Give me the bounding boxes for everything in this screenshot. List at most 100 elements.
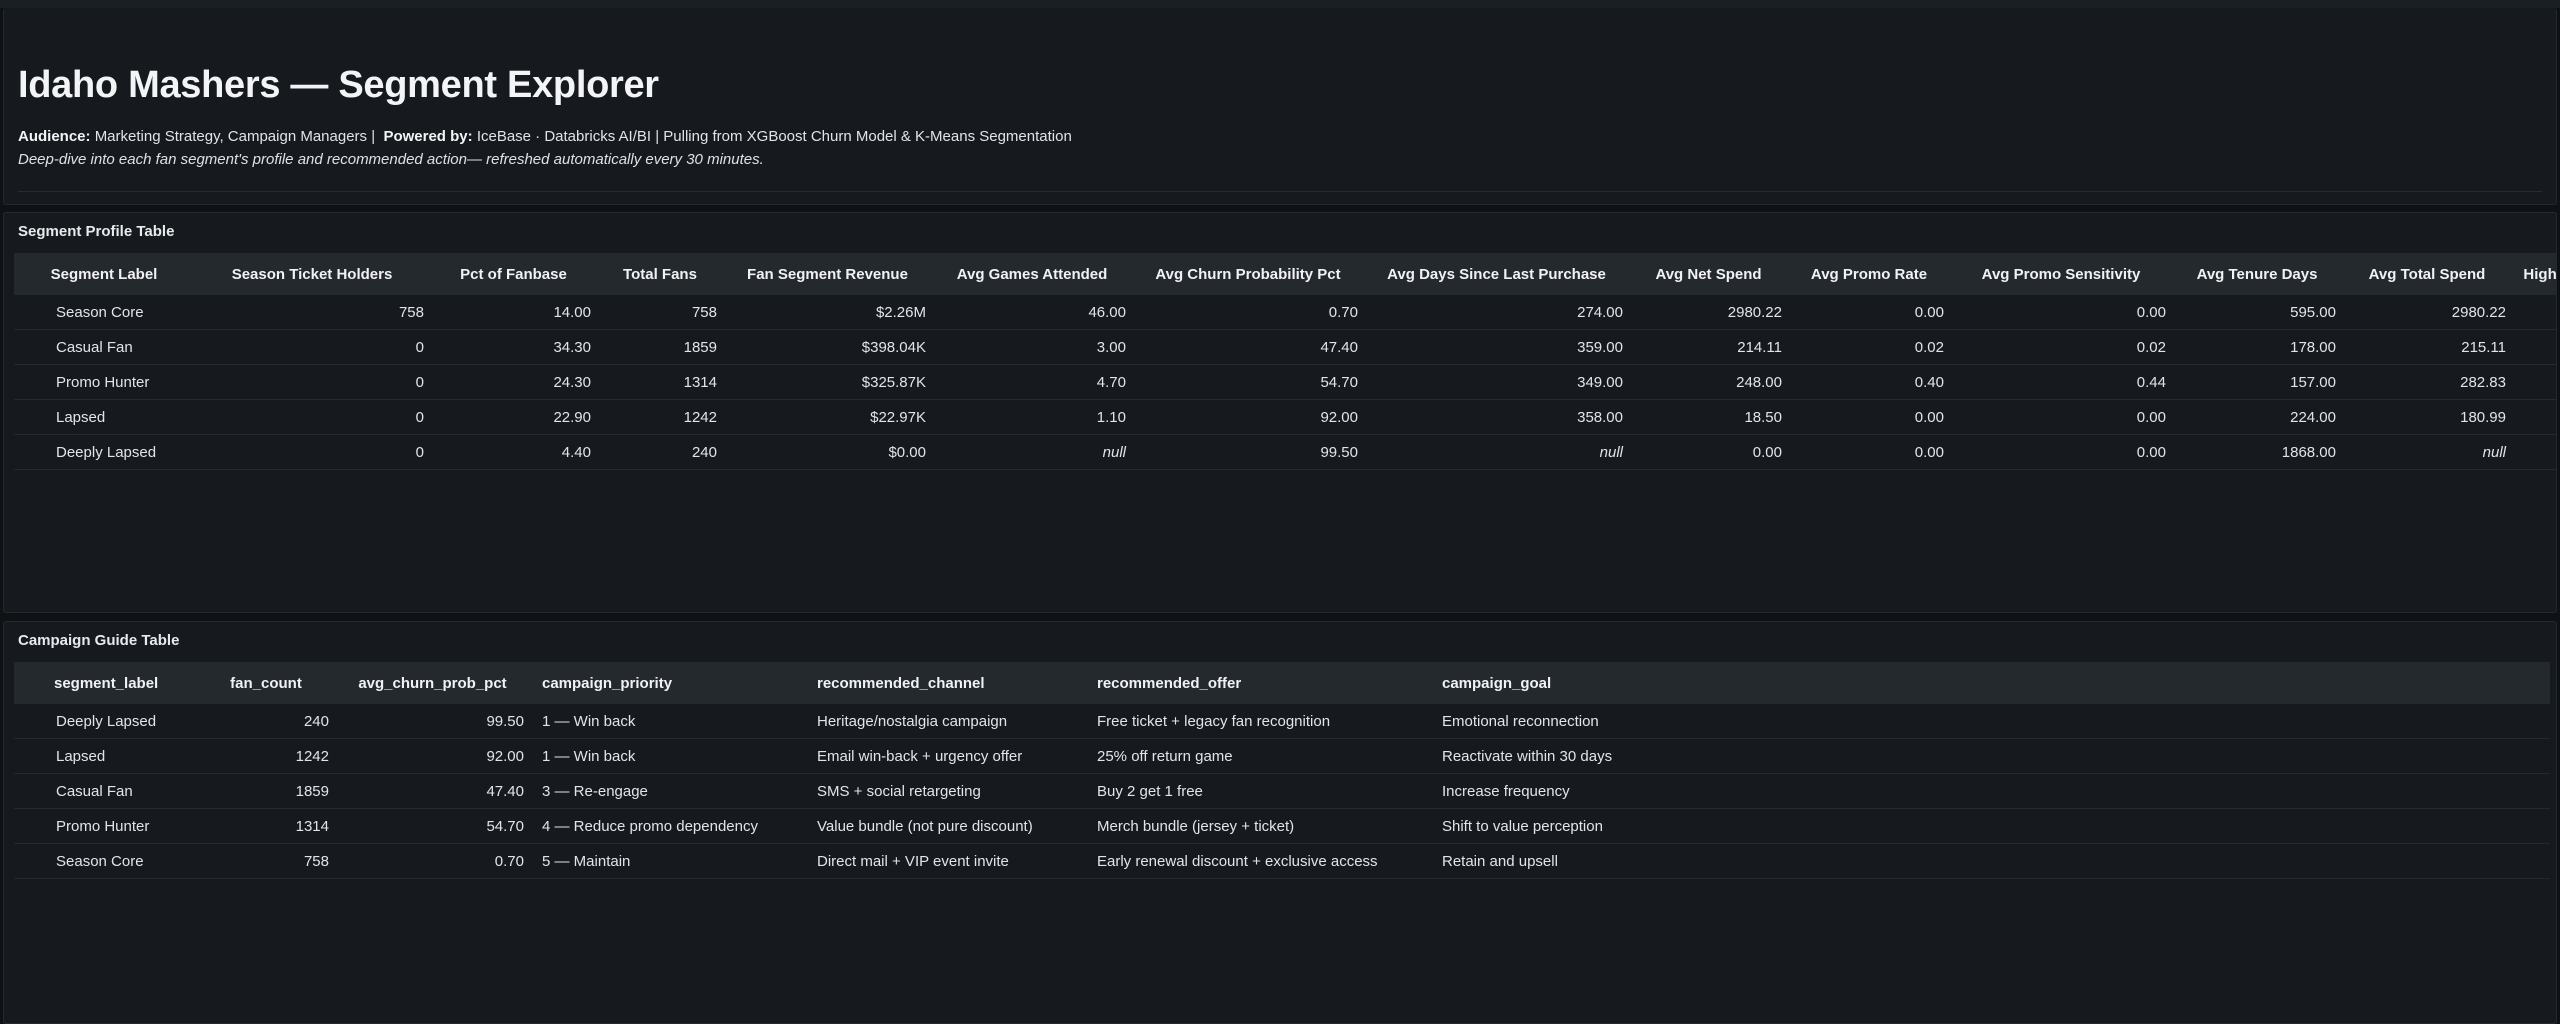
column-header-recommended-offer[interactable]: recommended_offer xyxy=(1085,662,1430,704)
column-header-season-ticket-holders[interactable]: Season Ticket Holders xyxy=(194,253,430,295)
column-header-avg-tenure-days[interactable]: Avg Tenure Days xyxy=(2172,253,2342,295)
table-cell: 248.00 xyxy=(1629,364,1788,400)
table-cell: null xyxy=(932,434,1132,470)
column-header-campaign-goal[interactable]: campaign_goal xyxy=(1430,662,2550,704)
column-header-high-risk[interactable]: High Risk xyxy=(2512,253,2556,295)
table-cell xyxy=(2512,434,2556,470)
table-cell: 1859 xyxy=(197,773,335,809)
table-row: Lapsed 1242 92.00 1 — Win back Email win-bac… xyxy=(14,738,2550,774)
column-header-avg-total-spend[interactable]: Avg Total Spend xyxy=(2342,253,2512,295)
column-header-avg-churn-probability-pct[interactable]: Avg Churn Probability Pct xyxy=(1132,253,1364,295)
column-header-total-fans[interactable]: Total Fans xyxy=(597,253,723,295)
table-cell: 2980.22 xyxy=(1629,295,1788,330)
table-cell: 99.50 xyxy=(335,704,530,739)
table-cell: 1.10 xyxy=(932,399,1132,435)
powered-by-value: IceBase · Databricks AI/BI | Pulling fro… xyxy=(476,128,1072,145)
table-cell: 46.00 xyxy=(932,295,1132,330)
table-cell: 0.70 xyxy=(1132,295,1364,330)
table-cell: 0.02 xyxy=(1788,329,1950,365)
table-cell: 0.00 xyxy=(1950,399,2172,435)
table-cell: $325.87K xyxy=(723,364,932,400)
table-cell: 240 xyxy=(197,704,335,739)
segment-profile-table: Segment Label Season Ticket Holders Pct of… xyxy=(14,253,2556,470)
table-cell: 178.00 xyxy=(2172,329,2342,365)
table-cell: 14.00 xyxy=(430,295,597,330)
page-title: Idaho Mashers — Segment Explorer xyxy=(18,64,659,106)
column-header-avg-net-spend[interactable]: Avg Net Spend xyxy=(1629,253,1788,295)
table-cell: 1 — Win back xyxy=(530,704,805,739)
table-cell: Emotional reconnection xyxy=(1430,704,2550,739)
segment-profile-title: Segment Profile Table xyxy=(18,223,175,240)
table-cell: 22.90 xyxy=(430,399,597,435)
column-header-pct-of-fanbase[interactable]: Pct of Fanbase xyxy=(430,253,597,295)
segment-label-cell: Lapsed xyxy=(14,399,194,435)
table-cell: 359.00 xyxy=(1364,329,1629,365)
table-cell: null xyxy=(1364,434,1629,470)
table-cell: 34.30 xyxy=(430,329,597,365)
table-cell xyxy=(2512,295,2556,330)
table-cell: 1 — Win back xyxy=(530,738,805,774)
table-cell: 0.00 xyxy=(1788,434,1950,470)
audience-value: Marketing Strategy, Campaign Managers | xyxy=(94,128,376,145)
powered-by-label: Powered by: xyxy=(383,128,473,145)
table-cell: 1242 xyxy=(197,738,335,774)
dashboard-header: Idaho Mashers — Segment Explorer Audienc… xyxy=(3,8,2557,205)
table-cell: 4 — Reduce promo dependency xyxy=(530,808,805,844)
segment-label-cell: Season Core xyxy=(14,843,197,879)
table-cell: $398.04K xyxy=(723,329,932,365)
table-row: Lapsed 0 22.90 1242 $22.97K 1.10 92.00 358.00 18… xyxy=(14,399,2556,435)
table-row: Season Core 758 14.00 758 $2.26M 46.00 0.70 274… xyxy=(14,295,2556,330)
table-cell: 0.00 xyxy=(1788,295,1950,330)
column-header-avg-promo-rate[interactable]: Avg Promo Rate xyxy=(1788,253,1950,295)
table-cell: 0 xyxy=(194,434,430,470)
table-cell: 0 xyxy=(194,329,430,365)
column-header-campaign-priority[interactable]: campaign_priority xyxy=(530,662,805,704)
table-cell: Heritage/nostalgia campaign xyxy=(805,704,1085,739)
table-cell: 157.00 xyxy=(2172,364,2342,400)
column-header-segment-label[interactable]: segment_label xyxy=(14,662,197,704)
table-cell: 0.00 xyxy=(1788,399,1950,435)
table-cell: Buy 2 get 1 free xyxy=(1085,773,1430,809)
table-cell: 358.00 xyxy=(1364,399,1629,435)
column-header-fan-count[interactable]: fan_count xyxy=(197,662,335,704)
dashboard-description: Deep-dive into each fan segment's profil… xyxy=(18,151,764,168)
column-header-avg-churn-prob-pct[interactable]: avg_churn_prob_pct xyxy=(335,662,530,704)
column-header-segment-label[interactable]: Segment Label xyxy=(14,253,194,295)
table-row: Promo Hunter 0 24.30 1314 $325.87K 4.70 54.70 3… xyxy=(14,364,2556,400)
segment-label-cell: Casual Fan xyxy=(14,329,194,365)
table-cell: $0.00 xyxy=(723,434,932,470)
audience-label: Audience: xyxy=(18,128,91,145)
column-header-recommended-channel[interactable]: recommended_channel xyxy=(805,662,1085,704)
segment-label-cell: Promo Hunter xyxy=(14,364,194,400)
table-cell: 0.02 xyxy=(1950,329,2172,365)
header-divider xyxy=(18,191,2542,192)
column-header-avg-days-since-last-purchase[interactable]: Avg Days Since Last Purchase xyxy=(1364,253,1629,295)
table-cell: 1314 xyxy=(597,364,723,400)
table-cell: 0.00 xyxy=(1950,434,2172,470)
table-cell: 3.00 xyxy=(932,329,1132,365)
table-cell: SMS + social retargeting xyxy=(805,773,1085,809)
table-cell: 1868.00 xyxy=(2172,434,2342,470)
table-cell: 2980.22 xyxy=(2342,295,2512,330)
table-cell: 758 xyxy=(597,295,723,330)
table-cell: 0.00 xyxy=(1629,434,1788,470)
top-strip xyxy=(0,0,2560,8)
table-row: Promo Hunter 1314 54.70 4 — Reduce promo de… xyxy=(14,808,2550,844)
table-cell: Email win-back + urgency offer xyxy=(805,738,1085,774)
table-cell: 54.70 xyxy=(1132,364,1364,400)
table-cell: 240 xyxy=(597,434,723,470)
segment-label-cell: Deeply Lapsed xyxy=(14,434,194,470)
column-header-avg-promo-sensitivity[interactable]: Avg Promo Sensitivity xyxy=(1950,253,2172,295)
table-cell: 25% off return game xyxy=(1085,738,1430,774)
table-cell: null xyxy=(2342,434,2512,470)
table-cell: Reactivate within 30 days xyxy=(1430,738,2550,774)
segment-label-cell: Casual Fan xyxy=(14,773,197,809)
table-cell: 758 xyxy=(197,843,335,879)
table-cell: 214.11 xyxy=(1629,329,1788,365)
table-cell: Free ticket + legacy fan recognition xyxy=(1085,704,1430,739)
table-cell: 4.40 xyxy=(430,434,597,470)
column-header-avg-games-attended[interactable]: Avg Games Attended xyxy=(932,253,1132,295)
column-header-fan-segment-revenue[interactable]: Fan Segment Revenue xyxy=(723,253,932,295)
table-cell: 47.40 xyxy=(1132,329,1364,365)
table-cell: 0.44 xyxy=(1950,364,2172,400)
